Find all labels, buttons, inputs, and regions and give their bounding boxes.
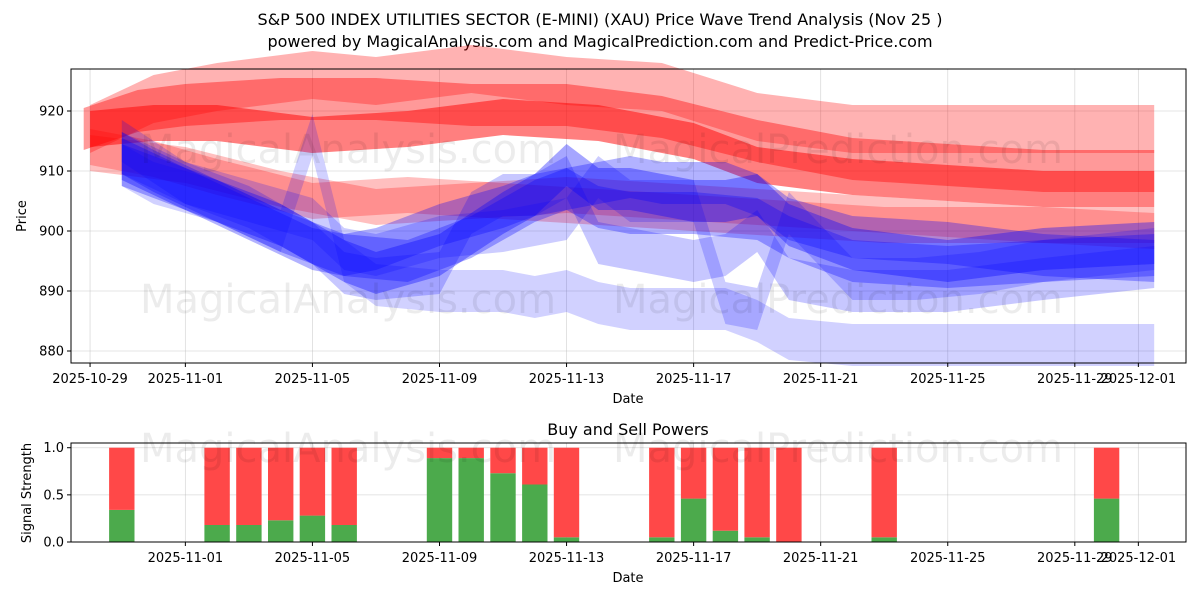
x-tick-label: 2025-11-25 — [910, 551, 986, 566]
y-tick-label: 890 — [39, 285, 64, 300]
buy-bar — [204, 525, 230, 542]
price-x-ticks: 2025-10-29 2025-11-01 2025-11-05 2025-11-09… — [52, 363, 1176, 387]
x-tick-label: 2025-11-21 — [783, 372, 859, 387]
blue-wave-band — [121, 132, 1155, 312]
sell-bar — [490, 447, 516, 474]
buy-bar — [712, 530, 739, 542]
x-tick-label: 2025-12-01 — [1101, 551, 1177, 566]
x-tick-label: 2025-11-13 — [529, 372, 605, 387]
x-tick-label: 2025-11-17 — [656, 372, 732, 387]
blue-wave-band — [121, 144, 1155, 282]
signal-bars — [109, 447, 1120, 542]
signal-x-ticks: 2025-11-01 2025-11-05 2025-11-09 2025-11-13… — [148, 542, 1177, 566]
buy-bar — [299, 515, 326, 542]
x-tick-label: 2025-11-05 — [275, 551, 351, 566]
buy-bar — [268, 520, 294, 542]
x-tick-label: 2025-11-09 — [402, 551, 478, 566]
blue-wave-band — [121, 132, 1155, 288]
x-tick-label: 2025-11-01 — [148, 372, 224, 387]
price-wave-bands — [83, 45, 1155, 366]
x-tick-label: 2025-11-25 — [910, 372, 986, 387]
x-tick-label: 2025-11-13 — [529, 551, 605, 566]
sell-bar — [426, 447, 453, 459]
price-wave-chart: MagicalAnalysis.com MagicalPrediction.co… — [15, 45, 1187, 407]
buy-sell-title: Buy and Sell Powers — [547, 420, 709, 439]
price-watermarks: MagicalAnalysis.com MagicalPrediction.co… — [140, 127, 1063, 323]
buy-sell-powers-chart: Buy and Sell Powers MagicalAnalysis.com … — [20, 420, 1187, 586]
sell-bar — [744, 447, 770, 538]
watermark-text: MagicalPrediction.com — [613, 127, 1063, 173]
y-tick-label: 900 — [39, 225, 64, 240]
red-wave-band — [90, 129, 1155, 243]
signal-watermarks: MagicalAnalysis.com MagicalPrediction.co… — [140, 426, 1063, 472]
buy-bar — [522, 484, 548, 542]
sell-bar — [522, 447, 548, 485]
watermark-text: MagicalAnalysis.com — [140, 277, 556, 323]
sell-bar — [268, 447, 294, 521]
watermark-text: MagicalPrediction.com — [613, 426, 1063, 472]
watermark-text: MagicalPrediction.com — [613, 277, 1063, 323]
y-tick-label: 1.0 — [43, 441, 64, 456]
buy-bar — [553, 537, 580, 542]
y-tick-label: 910 — [39, 165, 64, 180]
sell-bar — [331, 447, 357, 525]
watermark-text: MagicalAnalysis.com — [140, 127, 556, 173]
x-tick-label: 2025-11-01 — [148, 551, 224, 566]
sell-bar — [871, 447, 897, 538]
sell-bar — [458, 447, 484, 459]
sell-bar — [299, 447, 326, 516]
watermark-text: MagicalAnalysis.com — [140, 426, 556, 472]
buy-bar — [744, 537, 770, 542]
x-tick-label: 2025-11-29 — [1037, 372, 1113, 387]
buy-bar — [490, 473, 516, 542]
blue-wave-band — [121, 120, 1155, 330]
buy-bar — [680, 498, 707, 542]
sell-bar — [1093, 447, 1120, 499]
signal-y-ticks: 0.0 0.5 1.0 — [43, 441, 71, 551]
x-tick-label: 2025-11-21 — [783, 551, 859, 566]
buy-bar — [1093, 498, 1120, 542]
buy-bar — [458, 458, 484, 542]
buy-bar — [109, 509, 135, 542]
x-tick-label: 2025-11-17 — [656, 551, 732, 566]
red-wave-band — [90, 99, 1155, 207]
signal-y-axis-label: Signal Strength — [20, 443, 35, 543]
buy-bar — [649, 537, 675, 542]
buy-bar — [236, 525, 262, 542]
y-tick-label: 0.5 — [43, 488, 64, 503]
signal-x-axis-label: Date — [612, 571, 643, 586]
buy-bar — [331, 525, 357, 542]
x-tick-label: 2025-10-29 — [52, 372, 128, 387]
x-tick-label: 2025-11-05 — [275, 372, 351, 387]
x-tick-label: 2025-12-01 — [1101, 372, 1177, 387]
sell-bar — [553, 447, 580, 538]
red-wave-band — [90, 45, 1155, 153]
red-wave-band — [90, 135, 1155, 249]
chart-subtitle: powered by MagicalAnalysis.com and Magic… — [267, 32, 932, 51]
y-tick-label: 920 — [39, 105, 64, 120]
buy-bar — [426, 458, 453, 542]
blue-wave-band — [121, 114, 1155, 366]
price-plot-frame — [70, 68, 1187, 364]
y-tick-label: 880 — [39, 345, 64, 360]
signal-plot-frame — [70, 442, 1187, 543]
sell-bar — [236, 447, 262, 525]
chart-title: S&P 500 INDEX UTILITIES SECTOR (E-MINI) … — [258, 10, 943, 29]
sell-bar — [712, 447, 739, 531]
x-tick-label: 2025-11-09 — [402, 372, 478, 387]
x-tick-label: 2025-11-29 — [1037, 551, 1113, 566]
sell-bar — [649, 447, 675, 538]
sell-bar — [204, 447, 230, 525]
y-tick-label: 0.0 — [43, 536, 64, 551]
sell-bar — [776, 447, 802, 542]
price-y-axis-label: Price — [15, 200, 30, 232]
buy-bar — [871, 537, 897, 542]
price-y-ticks: 880 890 900 910 920 — [39, 105, 71, 360]
sell-bar — [109, 447, 135, 510]
blue-wave-band — [121, 138, 1155, 294]
sell-bar — [680, 447, 707, 499]
price-x-axis-label: Date — [612, 392, 643, 407]
